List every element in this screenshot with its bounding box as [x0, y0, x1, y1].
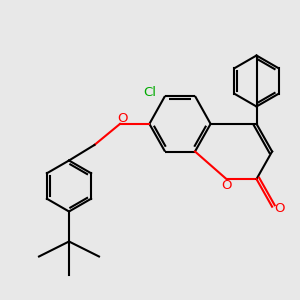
Text: Cl: Cl — [143, 86, 157, 99]
Text: O: O — [274, 202, 285, 215]
Text: O: O — [117, 112, 128, 125]
Text: O: O — [221, 178, 232, 192]
